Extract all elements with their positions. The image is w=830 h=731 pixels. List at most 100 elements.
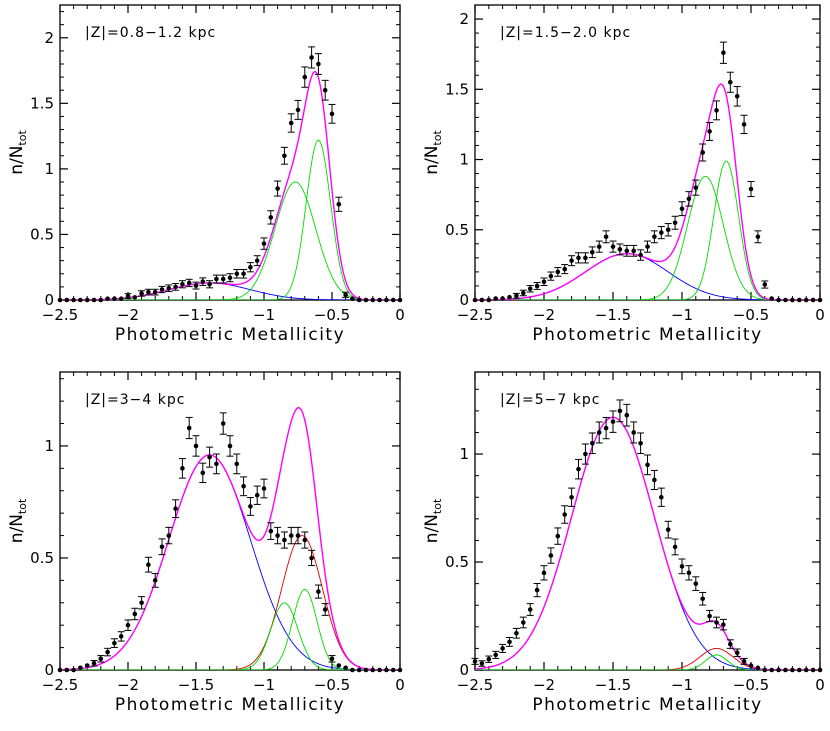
data-point [803, 297, 809, 303]
data-point [471, 657, 479, 665]
data-point [370, 667, 376, 673]
data-point [547, 547, 555, 564]
data-point [71, 667, 76, 673]
data-point [568, 487, 576, 507]
panel-2: −2.5 −2 −1.5 −1 −0.5 0 0 0.5 1 1.5 2 Photometric Me… [422, 4, 825, 345]
panel-title: |Z|=5−7 kpc [500, 392, 600, 408]
data-point [363, 297, 369, 303]
x-tick-label: −1.5 [595, 676, 631, 694]
panel-3: −2.5 −2 −1.5 −1 −0.5 0 0 0.5 1 Photometric Metall… [7, 371, 405, 715]
data-point [301, 66, 309, 88]
data-point [512, 627, 520, 639]
data-point [64, 297, 70, 303]
x-axis-label: Photometric Metallicity [115, 325, 345, 345]
component-curve-2 [60, 181, 400, 300]
data-point [397, 297, 403, 303]
component-curve-4 [60, 588, 400, 670]
data-point [308, 46, 316, 69]
x-tick-label: 0 [815, 306, 825, 324]
data-point [110, 638, 118, 648]
data-point [384, 667, 389, 673]
data-point [253, 255, 261, 267]
data-point [233, 453, 241, 475]
data-point [356, 667, 362, 673]
data-point [776, 667, 781, 673]
y-tick-label: 0 [44, 661, 54, 679]
y-axis-label: n/Ntot [7, 130, 29, 175]
data-point [206, 446, 214, 468]
data-point [124, 293, 132, 299]
data-point [561, 264, 569, 275]
data-point [84, 663, 90, 668]
data-point [616, 399, 624, 423]
data-point [492, 650, 500, 659]
data-point [650, 469, 658, 490]
data-point [118, 296, 124, 301]
data-point [595, 240, 603, 253]
data-point [678, 558, 686, 575]
data-point [616, 243, 624, 256]
data-point [144, 288, 152, 296]
data-point [512, 292, 520, 299]
data-point [294, 99, 302, 120]
data-point [713, 616, 720, 629]
data-point [132, 295, 138, 300]
data-point [308, 549, 316, 567]
data-point [623, 244, 631, 257]
data-point [314, 584, 322, 599]
data-point [124, 619, 132, 631]
data-point [105, 296, 110, 301]
y-tick-label: 1.5 [445, 80, 469, 98]
data-point [274, 526, 282, 545]
x-tick-label: −0.5 [314, 676, 350, 694]
data-point [165, 526, 173, 545]
data-point [336, 663, 342, 668]
x-tick-label: −1.5 [178, 306, 214, 324]
data-point [533, 282, 541, 290]
data-point [377, 297, 382, 303]
data-point [644, 454, 651, 476]
data-point [314, 53, 322, 75]
x-tick-label: −0.5 [733, 676, 769, 694]
x-tick-label: −1 [671, 676, 693, 694]
data-point [212, 453, 220, 475]
data-point [664, 223, 672, 237]
data-point [657, 225, 665, 240]
data-point [630, 244, 638, 257]
data-point [602, 417, 610, 440]
data-point [790, 297, 795, 303]
data-point [657, 487, 665, 507]
data-point [726, 639, 734, 649]
total-fit-curve [475, 416, 820, 670]
data-point [713, 100, 720, 121]
data-point [178, 458, 186, 479]
data-point [98, 297, 104, 303]
data-point [363, 667, 369, 673]
y-axis-label: n/Ntot [7, 498, 29, 543]
data-point [370, 297, 376, 303]
data-point [755, 665, 761, 671]
y-tick-label: 0 [459, 291, 469, 309]
data-point [733, 648, 741, 657]
data-point [500, 296, 505, 301]
data-point [479, 297, 485, 303]
data-point [57, 667, 63, 673]
panel-title: |Z|=1.5−2.0 kpc [500, 25, 631, 41]
x-tick-label: −1.5 [178, 676, 214, 694]
data-point [144, 556, 152, 573]
data-point [623, 403, 631, 427]
data-point [71, 297, 76, 303]
data-point [644, 240, 651, 253]
data-point [287, 526, 295, 545]
x-tick-label: −2 [117, 306, 139, 324]
curves [475, 83, 820, 300]
data-point [172, 283, 180, 291]
x-tick-label: −2.5 [457, 676, 493, 694]
data-point [637, 249, 645, 261]
data-point [240, 476, 248, 497]
data-point [554, 267, 562, 277]
x-tick-label: 0 [815, 676, 825, 694]
data-point [588, 246, 596, 259]
data-point [212, 274, 220, 284]
